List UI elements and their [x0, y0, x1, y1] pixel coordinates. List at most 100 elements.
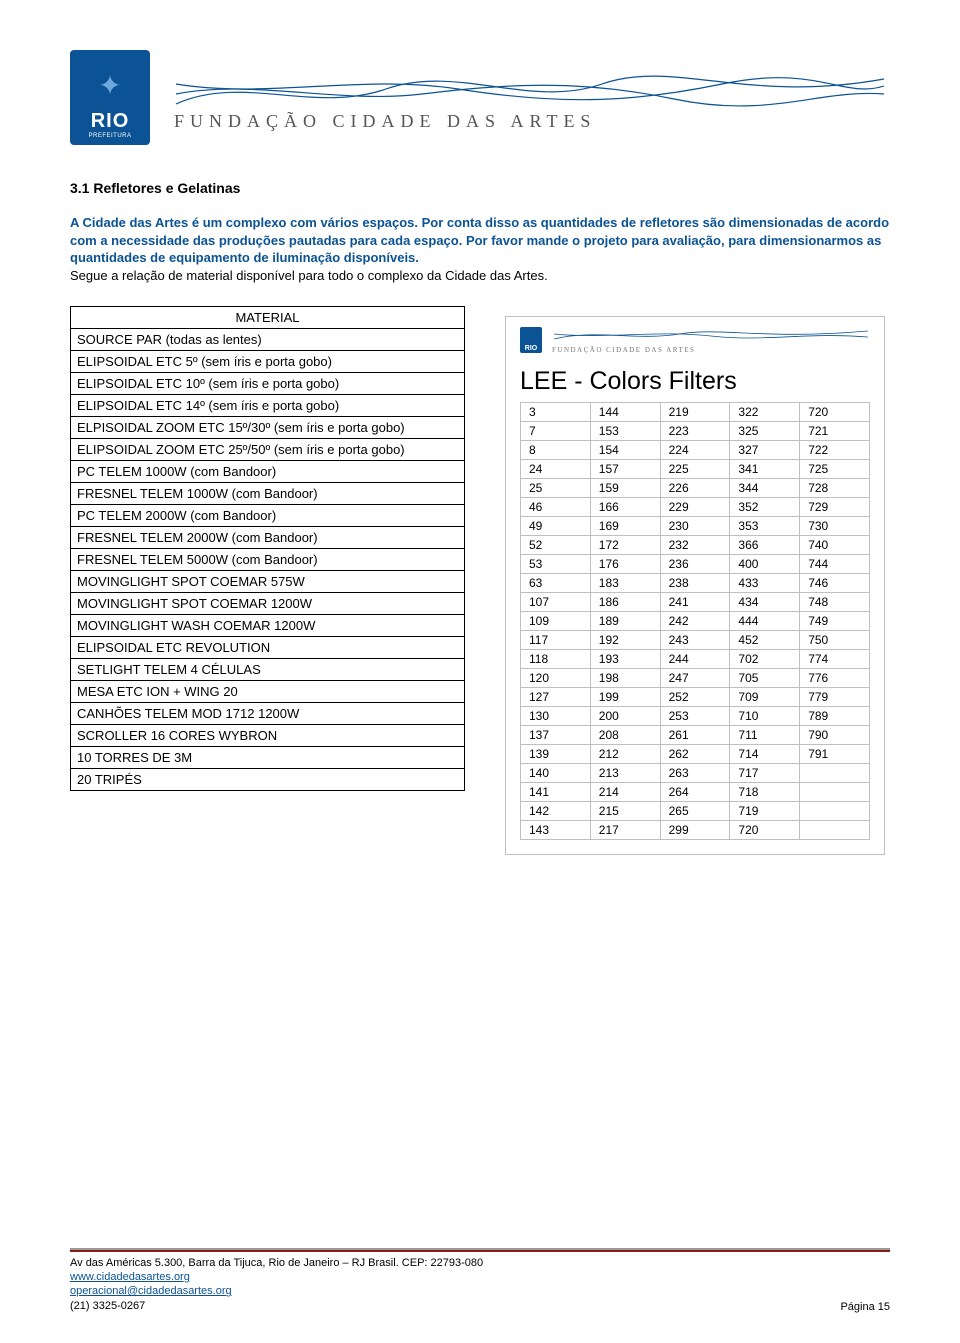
- filter-cell: 790: [800, 726, 870, 745]
- filter-cell: 127: [521, 688, 591, 707]
- rio-logo: ✦ RIO PREFEITURA: [70, 50, 150, 145]
- page-number: Página 15: [840, 1301, 890, 1313]
- filter-cell: 226: [660, 479, 730, 498]
- material-row: ELIPSOIDAL ETC 5º (sem íris e porta gobo…: [71, 351, 465, 373]
- material-row: 10 TORRES DE 3M: [71, 747, 465, 769]
- filter-cell: 183: [590, 574, 660, 593]
- material-row: ELIPSOIDAL ZOOM ETC 25º/50º (sem íris e …: [71, 439, 465, 461]
- footer-email-link[interactable]: operacional@cidadedasartes.org: [70, 1285, 232, 1297]
- filter-cell: [800, 783, 870, 802]
- material-row: SETLIGHT TELEM 4 CÉLULAS: [71, 659, 465, 681]
- filter-cell: [800, 764, 870, 783]
- filter-cell: 225: [660, 460, 730, 479]
- filter-cell: 714: [730, 745, 800, 764]
- filter-cell: 717: [730, 764, 800, 783]
- filter-cell: 157: [590, 460, 660, 479]
- material-row: ELPISOIDAL ZOOM ETC 15º/30º (sem íris e …: [71, 417, 465, 439]
- filter-cell: 433: [730, 574, 800, 593]
- material-row: MESA ETC ION + WING 20: [71, 681, 465, 703]
- material-row: FRESNEL TELEM 2000W (com Bandoor): [71, 527, 465, 549]
- filter-cell: 252: [660, 688, 730, 707]
- filter-cell: 725: [800, 460, 870, 479]
- footer-address: Av das Américas 5.300, Barra da Tijuca, …: [70, 1256, 483, 1270]
- filter-cell: 720: [800, 403, 870, 422]
- filter-cell: 776: [800, 669, 870, 688]
- filter-cell: 49: [521, 517, 591, 536]
- filter-cell: 400: [730, 555, 800, 574]
- intro-black: Segue a relação de material disponível p…: [70, 267, 890, 285]
- filter-cell: 107: [521, 593, 591, 612]
- filter-cell: 7: [521, 422, 591, 441]
- filter-cell: 53: [521, 555, 591, 574]
- filter-cell: [800, 802, 870, 821]
- filter-cell: 779: [800, 688, 870, 707]
- material-row: MOVINGLIGHT WASH COEMAR 1200W: [71, 615, 465, 637]
- material-row: FRESNEL TELEM 5000W (com Bandoor): [71, 549, 465, 571]
- filter-cell: 130: [521, 707, 591, 726]
- footer-row: Av das Américas 5.300, Barra da Tijuca, …: [70, 1256, 890, 1313]
- filter-cell: 709: [730, 688, 800, 707]
- footer-site-link[interactable]: www.cidadedasartes.org: [70, 1271, 190, 1283]
- filter-cell: 243: [660, 631, 730, 650]
- filter-cell: 25: [521, 479, 591, 498]
- filter-cell: 208: [590, 726, 660, 745]
- material-row: ELIPSOIDAL ETC 10º (sem íris e porta gob…: [71, 373, 465, 395]
- filter-cell: 212: [590, 745, 660, 764]
- filter-cell: 153: [590, 422, 660, 441]
- filters-panel: RIO FUNDAÇÃO CIDADE DAS ARTES LEE - Colo…: [505, 316, 885, 855]
- filter-cell: 265: [660, 802, 730, 821]
- fca-logo-text: FUNDAÇÃO CIDADE DAS ARTES: [170, 111, 890, 132]
- filter-cell: 109: [521, 612, 591, 631]
- filter-cell: 63: [521, 574, 591, 593]
- filter-cell: 746: [800, 574, 870, 593]
- filter-cell: 791: [800, 745, 870, 764]
- footer: Av das Américas 5.300, Barra da Tijuca, …: [70, 1248, 890, 1313]
- filter-cell: 232: [660, 536, 730, 555]
- filter-cell: 241: [660, 593, 730, 612]
- filter-cell: 137: [521, 726, 591, 745]
- material-row: PC TELEM 2000W (com Bandoor): [71, 505, 465, 527]
- material-row: ELIPSOIDAL ETC REVOLUTION: [71, 637, 465, 659]
- filter-cell: 749: [800, 612, 870, 631]
- filter-cell: 223: [660, 422, 730, 441]
- filters-mini-header: RIO FUNDAÇÃO CIDADE DAS ARTES: [520, 327, 870, 353]
- mini-scribble-icon: [552, 327, 870, 343]
- rio-logo-sub: PREFEITURA: [88, 133, 131, 139]
- filter-cell: 159: [590, 479, 660, 498]
- material-row: SCROLLER 16 CORES WYBRON: [71, 725, 465, 747]
- filter-cell: 46: [521, 498, 591, 517]
- filter-cell: 262: [660, 745, 730, 764]
- footer-divider: [70, 1248, 890, 1252]
- filter-cell: 139: [521, 745, 591, 764]
- filter-cell: 748: [800, 593, 870, 612]
- filter-cell: 198: [590, 669, 660, 688]
- filter-cell: 140: [521, 764, 591, 783]
- filter-cell: 434: [730, 593, 800, 612]
- filter-cell: 341: [730, 460, 800, 479]
- material-row: CANHÕES TELEM MOD 1712 1200W: [71, 703, 465, 725]
- filter-cell: 8: [521, 441, 591, 460]
- mini-rio-logo: RIO: [520, 327, 542, 353]
- material-table: MATERIAL SOURCE PAR (todas as lentes)ELI…: [70, 306, 465, 791]
- filter-cell: 299: [660, 821, 730, 840]
- filter-cell: 193: [590, 650, 660, 669]
- mini-fca-text: FUNDAÇÃO CIDADE DAS ARTES: [552, 346, 870, 354]
- filter-cell: 176: [590, 555, 660, 574]
- filter-cell: 705: [730, 669, 800, 688]
- material-row: MOVINGLIGHT SPOT COEMAR 575W: [71, 571, 465, 593]
- material-row: ELIPSOIDAL ETC 14º (sem íris e porta gob…: [71, 395, 465, 417]
- filter-cell: 215: [590, 802, 660, 821]
- filter-cell: 238: [660, 574, 730, 593]
- footer-text-block: Av das Américas 5.300, Barra da Tijuca, …: [70, 1256, 483, 1313]
- filter-cell: 169: [590, 517, 660, 536]
- filter-cell: 117: [521, 631, 591, 650]
- filter-cell: 353: [730, 517, 800, 536]
- filter-cell: 118: [521, 650, 591, 669]
- rio-logo-text: RIO: [91, 110, 130, 133]
- filter-cell: 154: [590, 441, 660, 460]
- filters-table: 3144219322720715322332572181542243277222…: [520, 402, 870, 840]
- filter-cell: 774: [800, 650, 870, 669]
- filter-cell: 244: [660, 650, 730, 669]
- filter-cell: 789: [800, 707, 870, 726]
- filter-cell: 263: [660, 764, 730, 783]
